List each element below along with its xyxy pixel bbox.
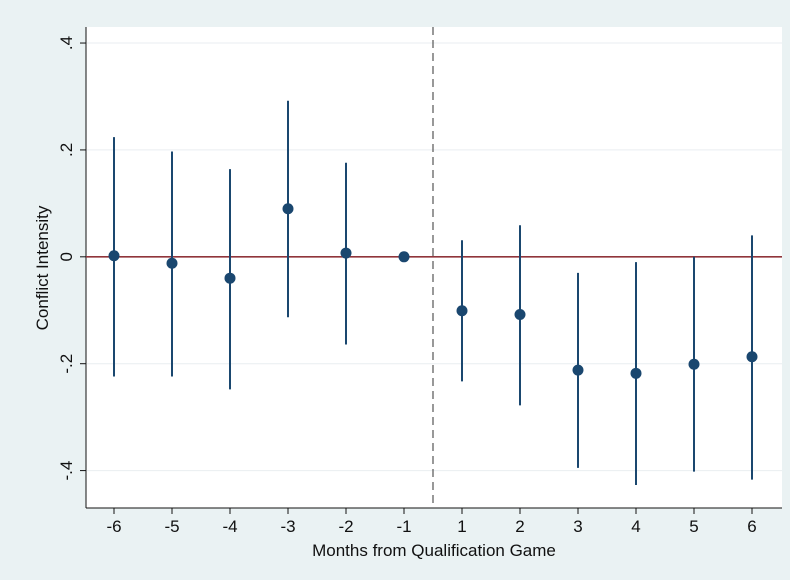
y-tick-label: .4 bbox=[57, 36, 76, 50]
y-ticks: -.4 -.2 0 .2 .4 bbox=[57, 36, 86, 481]
x-tick-label: -4 bbox=[222, 517, 237, 536]
x-axis-title: Months from Qualification Game bbox=[312, 541, 556, 560]
x-tick-label: 6 bbox=[747, 517, 756, 536]
point-estimate bbox=[108, 250, 120, 262]
x-tick-label: 1 bbox=[457, 517, 466, 536]
point-estimate bbox=[514, 309, 526, 321]
x-tick-label: -1 bbox=[396, 517, 411, 536]
plot-area bbox=[86, 27, 782, 508]
point-estimate bbox=[224, 272, 236, 284]
point-estimate bbox=[688, 358, 700, 370]
x-tick-label: 5 bbox=[689, 517, 698, 536]
x-tick-label: 3 bbox=[573, 517, 582, 536]
x-tick-label: -6 bbox=[106, 517, 121, 536]
x-tick-label: -5 bbox=[164, 517, 179, 536]
y-tick-label: -.4 bbox=[57, 461, 76, 481]
y-tick-label: .2 bbox=[57, 143, 76, 157]
point-estimate bbox=[398, 251, 410, 263]
y-tick-label: 0 bbox=[57, 252, 76, 261]
point-estimate bbox=[572, 364, 584, 376]
x-tick-label: 4 bbox=[631, 517, 640, 536]
x-tick-label: -3 bbox=[280, 517, 295, 536]
y-axis-title: Conflict Intensity bbox=[33, 205, 52, 330]
point-estimate bbox=[456, 305, 468, 317]
point-estimate bbox=[166, 257, 178, 269]
point-estimate bbox=[282, 203, 294, 215]
x-tick-label: -2 bbox=[338, 517, 353, 536]
point-estimate bbox=[746, 351, 758, 363]
point-estimate bbox=[340, 247, 352, 259]
x-tick-label: 2 bbox=[515, 517, 524, 536]
y-tick-label: -.2 bbox=[57, 354, 76, 374]
point-estimate bbox=[630, 367, 642, 379]
x-ticks: -6 -5 -4 -3 -2 -1 1 2 3 4 5 6 bbox=[106, 508, 757, 536]
point-estimates bbox=[108, 203, 758, 379]
